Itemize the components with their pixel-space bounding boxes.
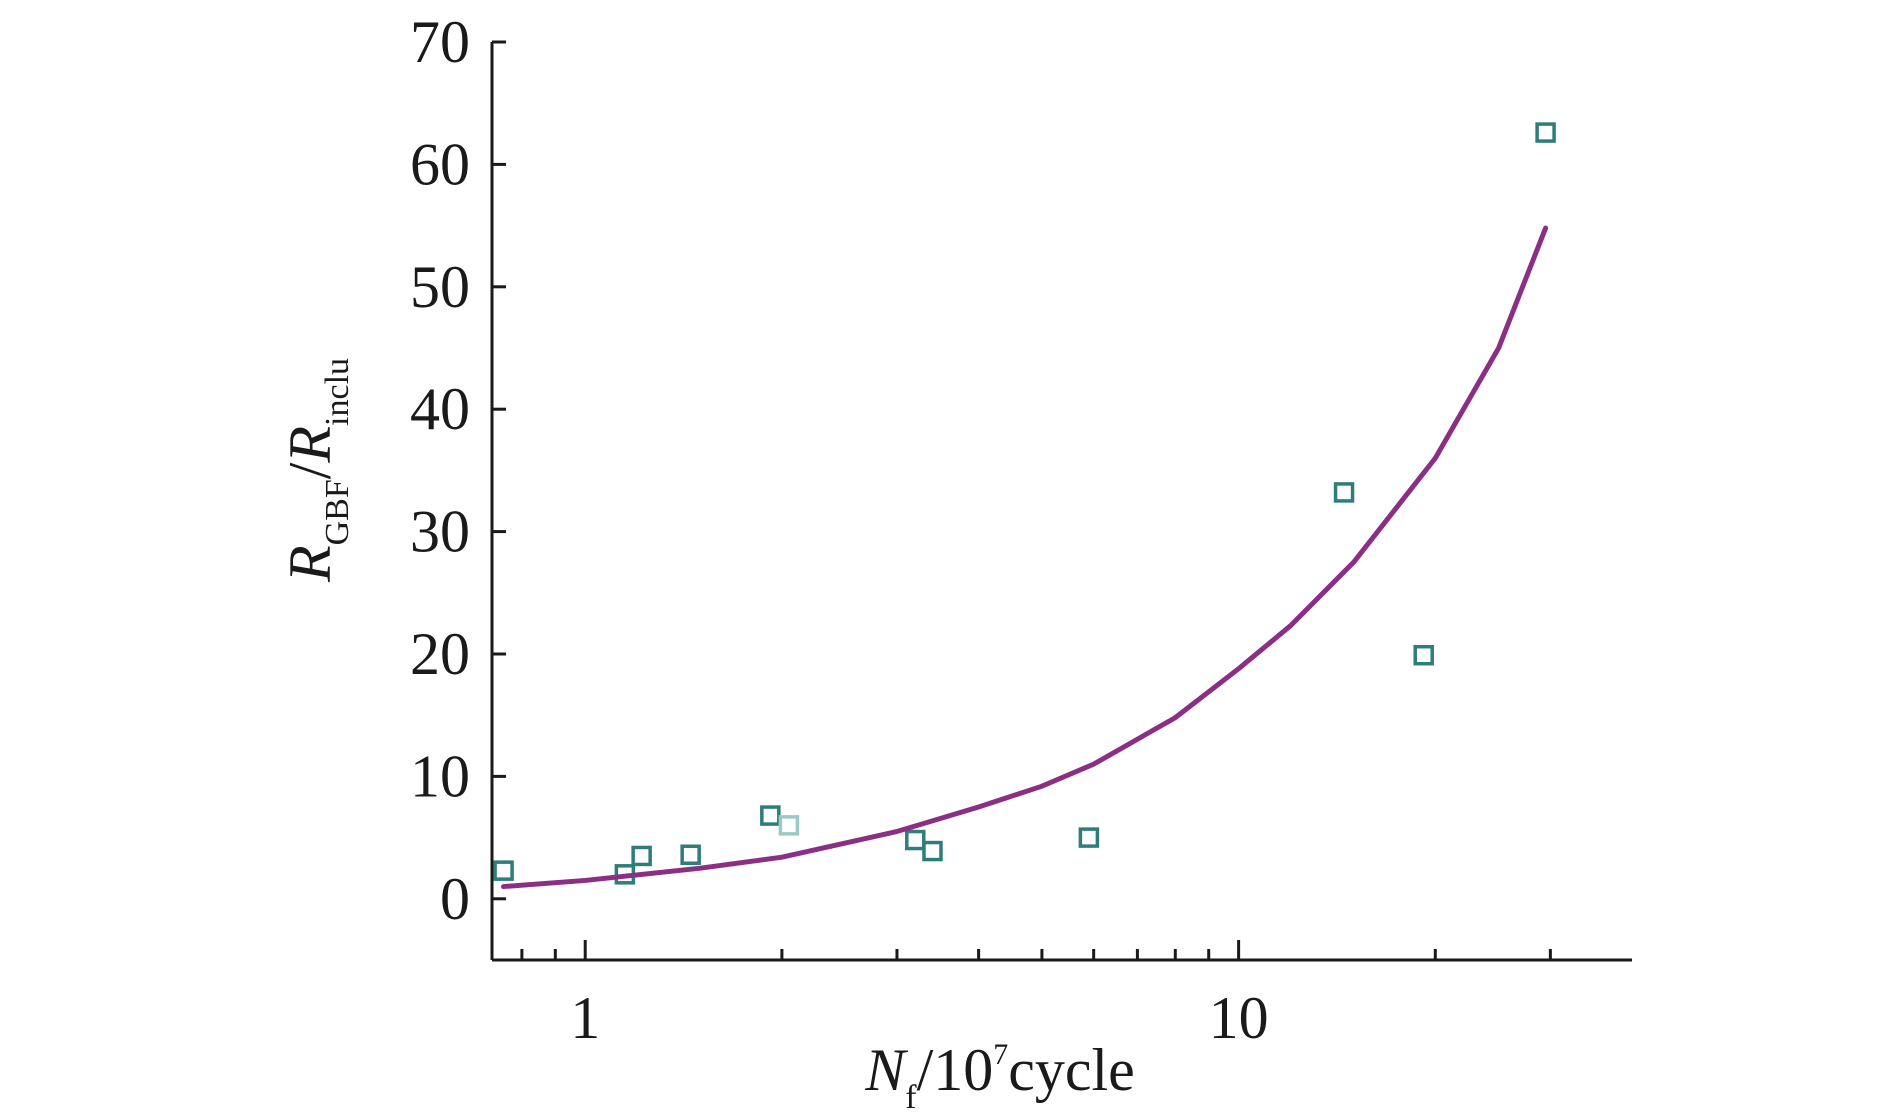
- data-point: [760, 805, 781, 826]
- data-point: [905, 829, 926, 851]
- data-point: [493, 860, 514, 881]
- x-tick-label: 1: [570, 985, 600, 1051]
- y-axis-title-main1: R: [277, 545, 343, 583]
- x-axis-title-sup: 7: [993, 1038, 1008, 1071]
- x-axis-title-sub: f: [905, 1079, 917, 1116]
- fit-curve: [501, 225, 1549, 890]
- data-point: [922, 840, 943, 862]
- x-axis-title-rest2: cycle: [1008, 1037, 1135, 1103]
- y-tick-label: 20: [410, 621, 470, 687]
- data-point: [680, 844, 701, 865]
- y-tick-label: 70: [410, 9, 470, 75]
- x-tick-label: 10: [1209, 985, 1269, 1051]
- x-axis-title-main: N: [864, 1037, 908, 1103]
- y-tick-label: 30: [410, 499, 470, 565]
- y-axis-title-sub2: inclu: [319, 358, 356, 426]
- y-axis-title: RGBF/Rinclu: [277, 358, 356, 583]
- y-tick-label: 10: [410, 743, 470, 809]
- x-axis-title-rest1: /10: [917, 1037, 994, 1103]
- data-point: [1333, 482, 1355, 503]
- y-tick-label: 0: [440, 866, 470, 932]
- y-tick-label: 50: [410, 254, 470, 320]
- data-point: [778, 815, 800, 836]
- y-axis-title-sub1: GBF: [319, 479, 356, 545]
- data-point: [1413, 644, 1434, 666]
- y-axis-title-slash: /: [277, 462, 343, 479]
- data-point: [1078, 827, 1100, 848]
- y-axis-title-main2: R: [277, 426, 343, 464]
- x-axis-title: Nf/107cycle: [864, 1037, 1135, 1116]
- plot-area: 0 10 20 30 40 50 60 70 1 10: [410, 9, 1632, 1051]
- y-tick-label: 60: [410, 131, 470, 197]
- data-point: [1535, 122, 1556, 143]
- data-point: [631, 845, 652, 867]
- y-tick-label: 40: [410, 376, 470, 442]
